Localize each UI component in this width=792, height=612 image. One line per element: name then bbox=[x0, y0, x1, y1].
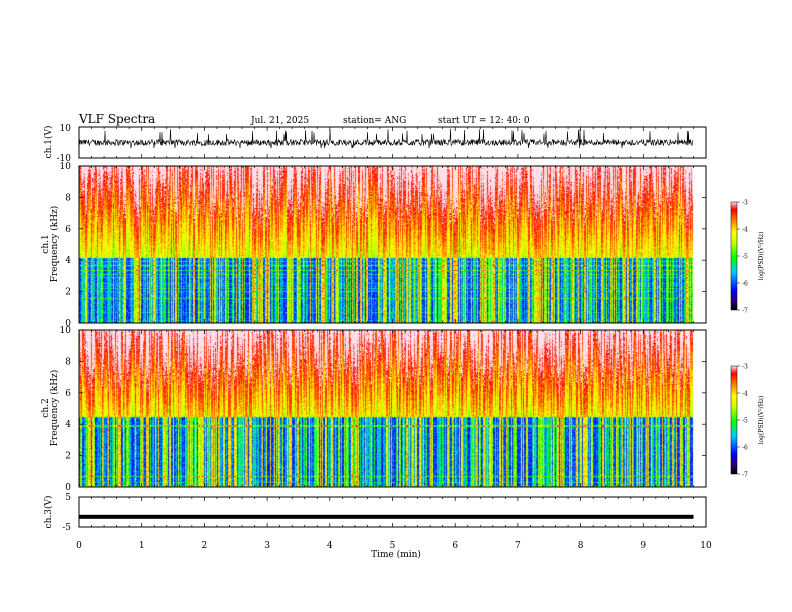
spectrogram-ch2-image bbox=[79, 330, 706, 487]
x-tick-label: 3 bbox=[264, 541, 270, 551]
ch3-frame bbox=[78, 496, 707, 528]
colorbar-ch1: -3 -4 -5 -6 -7 log(PSD)(V²/Hz) bbox=[730, 200, 765, 315]
freq-tick-label: 8 bbox=[65, 357, 71, 367]
start-time-label: start UT = 12: 40: 0 bbox=[438, 116, 530, 126]
colorbar-tick-label: -5 bbox=[742, 254, 748, 261]
ch3-ytick-top: 5 bbox=[65, 493, 71, 503]
freq-tick-label: 2 bbox=[65, 288, 71, 298]
freq-tick-label: 2 bbox=[65, 452, 71, 462]
ch3-panel: 5 -5 ch.3(V) bbox=[43, 493, 707, 533]
x-tick-label: 5 bbox=[390, 541, 396, 551]
colorbar-tick-label: -7 bbox=[742, 308, 748, 315]
ch3-ylabel: ch.3(V) bbox=[43, 496, 54, 529]
freq-tick-label: 4 bbox=[65, 256, 71, 266]
spectrogram-ch1-ylabel-channel: ch.1 bbox=[41, 234, 51, 253]
station-label: station= ANG bbox=[343, 116, 406, 126]
freq-tick-label: 6 bbox=[65, 389, 71, 399]
colorbar-tick-label: -3 bbox=[742, 200, 748, 207]
date-label: Jul. 21, 2025 bbox=[250, 116, 309, 126]
x-tick-label: 8 bbox=[578, 541, 584, 551]
ch1-panel: 10 -10 ch.1(V) bbox=[43, 124, 707, 164]
spectrogram-ch1-yticks: 0 2 4 6 8 10 bbox=[60, 162, 706, 329]
colorbar-tick-label: -7 bbox=[742, 472, 748, 479]
figure-title: VLF Spectra bbox=[78, 112, 155, 126]
x-tick-label: 4 bbox=[327, 541, 333, 551]
colorbar-ch1-gradient bbox=[730, 201, 738, 311]
freq-tick-label: 4 bbox=[65, 420, 71, 430]
spectrogram-ch2-yticks: 0 2 4 6 8 10 bbox=[60, 326, 706, 493]
colorbar-ch2-label: log(PSD)(V²/Hz) bbox=[758, 396, 765, 445]
colorbar-tick-label: -6 bbox=[742, 281, 748, 288]
colorbar-tick-label: -3 bbox=[742, 364, 748, 371]
spectrogram-ch1-ylabel-frequency: Frequency (kHz) bbox=[49, 206, 60, 283]
x-tick-label: 6 bbox=[452, 541, 458, 551]
colorbar-tick-label: -4 bbox=[742, 391, 748, 398]
x-tick-label: 0 bbox=[76, 541, 82, 551]
colorbar-tick-label: -6 bbox=[742, 445, 748, 452]
colorbar-tick-label: -4 bbox=[742, 227, 748, 234]
freq-tick-label: 8 bbox=[65, 193, 71, 203]
spectrogram-ch1-panel: 0 2 4 6 8 10 ch.1 Frequency (kHz) bbox=[41, 162, 707, 329]
colorbar-ch2-ticks: -3 -4 -5 -6 -7 bbox=[737, 364, 748, 479]
ch3-trace bbox=[79, 514, 694, 519]
colorbar-ch1-ticks: -3 -4 -5 -6 -7 bbox=[737, 200, 748, 315]
x-ticks bbox=[78, 127, 707, 527]
colorbar-tick-label: -5 bbox=[742, 418, 748, 425]
colorbar-ch2-gradient bbox=[730, 365, 738, 475]
freq-tick-label: 6 bbox=[65, 225, 71, 235]
ch3-ytick-bottom: -5 bbox=[62, 523, 71, 533]
freq-tick-label: 10 bbox=[60, 326, 72, 336]
x-tick-label: 10 bbox=[700, 541, 712, 551]
freq-tick-label: 10 bbox=[60, 162, 72, 172]
ch1-ylabel: ch.1(V) bbox=[43, 126, 54, 159]
spectrogram-ch1-image bbox=[79, 166, 706, 323]
spectrogram-ch2-panel: 0 2 4 6 8 10 ch.2 Frequency (kHz) bbox=[41, 326, 707, 493]
colorbar-ch1-label: log(PSD)(V²/Hz) bbox=[758, 232, 765, 281]
ch1-waveform-line bbox=[79, 128, 694, 149]
ch1-ytick-top: 10 bbox=[60, 124, 72, 134]
x-axis-label: Time (min) bbox=[371, 549, 421, 560]
freq-tick-label: 0 bbox=[65, 483, 71, 493]
spectrogram-ch2-ylabel-frequency: Frequency (kHz) bbox=[49, 370, 60, 447]
x-tick-label: 2 bbox=[202, 541, 208, 551]
x-tick-label: 7 bbox=[515, 541, 521, 551]
spectrogram-ch2-ylabel-channel: ch.2 bbox=[41, 398, 51, 417]
freq-tick-label: 0 bbox=[65, 319, 71, 329]
ch1-trace bbox=[79, 128, 694, 149]
x-tick-labels: 0 1 2 3 4 5 6 7 8 9 10 bbox=[76, 541, 712, 551]
x-tick-label: 9 bbox=[640, 541, 646, 551]
x-tick-label: 1 bbox=[139, 541, 145, 551]
colorbar-ch2: -3 -4 -5 -6 -7 log(PSD)(V²/Hz) bbox=[730, 364, 765, 479]
ch1-ytick-bottom: -10 bbox=[57, 154, 72, 164]
